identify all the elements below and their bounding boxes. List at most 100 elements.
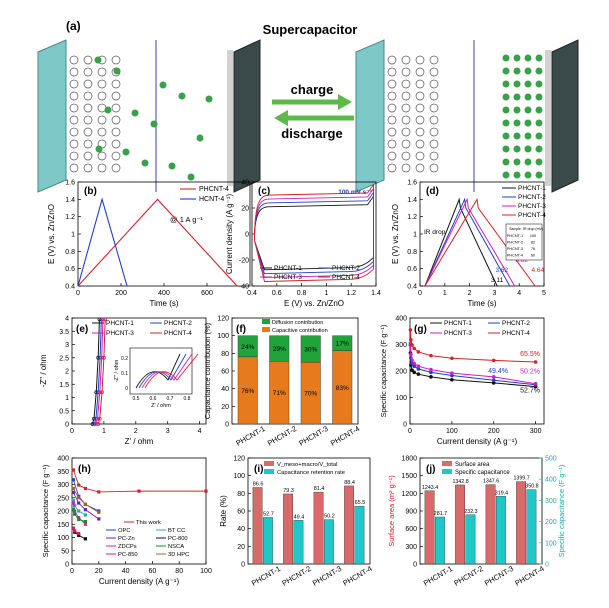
carbon-ring [111,151,121,161]
h-series-line [72,492,100,520]
zinc-ion-sphere [535,54,543,62]
e-data-point [94,422,98,426]
f-category-label: PHCNT-3 [297,424,329,448]
g-data-point [412,361,416,366]
f-y-tick-label: 0 [225,422,229,429]
d-y-axis-label: E (V) vs. Zn/ZnO [391,204,400,264]
f-bar-value-label: 71% [273,390,286,397]
g-retention-label: 52.7% [520,388,540,395]
e-y-axis-label: -Z'' / ohm [39,354,48,387]
carbon-ring [387,163,397,173]
c-cv-loop-phcnt-4 [254,183,374,282]
carbon-ring [111,127,121,137]
h-data-point [77,516,81,520]
h-x-tick-label: 80 [175,568,183,575]
h-data-point [77,509,81,513]
e-x-tick-label: 4 [198,428,202,435]
d-legend-label: PHCNT-2 [518,194,546,201]
schematic-cell-right [355,39,579,193]
discharge-label: discharge [281,126,342,141]
i-bar [354,505,365,565]
c-y-axis-label: Current density (A g⁻¹) [225,194,234,275]
h-legend-label: PC-800 [168,536,188,542]
e-y-tick-label: 3 [65,342,69,349]
carbon-ring [387,67,397,77]
e-data-point [92,422,97,426]
j-legend-label: Surface area [455,462,490,468]
zinc-ion-sphere [168,162,176,170]
carbon-ring [429,115,439,125]
h-data-point [204,489,208,493]
zinc-ion-sphere [205,95,213,103]
h-data-point [83,502,87,506]
zinc-ion-sphere [502,171,510,179]
h-legend-label: 3D HPC [168,552,189,558]
b-y-tick-label: 1.2 [65,214,75,221]
b-legend-label: PHCNT-4 [199,186,229,193]
j-y-tick-label: 600 [405,526,417,533]
g-y-tick-label: 100 [395,395,407,402]
d-inset-table-frame [505,223,543,261]
zinc-ion-sphere [524,93,532,101]
zinc-ion-sphere [535,158,543,166]
e-legend-label: PHCNT-3 [106,330,134,337]
i-bar-value-label: 52.7 [263,511,274,517]
f-y-tick-label: 60 [221,369,229,376]
i-y-tick-label: 60 [237,509,245,516]
zinc-ion-sphere [513,171,521,179]
panel-h-chart: 0 20 40 60 80 100 0 50 100 150 200 250 300 350 400 (h) C… [41,456,212,587]
c-y-tick-label: 20 [241,206,249,213]
zinc-ion-sphere [524,145,532,153]
b-y-axis-label: E (V) vs. Zn/ZnO [47,204,56,264]
carbon-ring [69,151,79,161]
zinc-ion-sphere [122,148,130,156]
f-bar-value-label: 70% [304,391,317,398]
j-bar-value-label: 1243.4 [422,485,438,491]
g-data-point [409,337,413,342]
g-y-tick-label: 400 [395,316,407,323]
carbon-ring [429,163,439,173]
j-bar-value-label: 1347.6 [483,479,499,485]
h-x-tick-label: 0 [70,568,74,575]
panel-d-chart: 0 1 2 3 4 5 0.4 0.6 0.8 1 1.2 1.4 1.6 (d) Time (s) E (V… [391,180,546,309]
discharge-arrowhead [274,110,288,126]
panel-e-chart: 0 1 2 3 4 0 0.5 1 1.5 2 2.5 3 3.5 4 (e) Z' / ohm -Z'' / … [39,316,207,446]
f-y-tick-label: 100 [217,333,229,340]
j-bar [424,490,435,565]
carbon-ring [83,139,93,149]
i-panel-label: (i) [254,464,263,475]
c-x-tick-label: 1.2 [346,290,356,297]
b-y-tick-label: 1.4 [65,197,75,204]
carbon-ring [111,115,121,125]
d-x-axis-label: Time (s) [467,299,496,308]
h-data-point [83,513,87,517]
b-x-axis-label: Time (s) [149,299,178,308]
carbon-ring [83,55,93,65]
j-bar-value-label: 350.8 [525,484,538,490]
j-y-tick-label: 300 [405,544,417,551]
i-y-tick-label: 40 [237,526,245,533]
g-x-axis-label: Current density (A g⁻¹) [437,437,518,446]
e-legend-label: PHCNT-2 [164,320,192,327]
carbon-ring [83,127,93,137]
e-data-point [95,416,100,421]
f-bar-value-label: 24% [241,344,254,351]
carbon-ring [83,151,93,161]
carbon-ring [415,103,425,113]
g-y-tick-label: 200 [395,369,407,376]
g-data-point [410,358,414,363]
carbon-ring [415,67,425,77]
j-category-label: PHCNT-3 [483,564,515,588]
carbon-ring [401,79,411,89]
zinc-ion-sphere [535,67,543,75]
carbon-ring [415,115,425,125]
h-data-point [97,510,101,514]
carbon-ring [69,67,79,77]
carbon-ring [69,127,79,137]
h-y-axis-label: Specific capacitance (F g⁻¹) [41,464,50,557]
i-bar [324,519,334,565]
zinc-ion-sphere [524,158,532,166]
d-gcd-curve-phcnt-3 [424,197,516,287]
j-bar [485,484,496,565]
i-category-label: PHCNT-1 [250,564,282,588]
